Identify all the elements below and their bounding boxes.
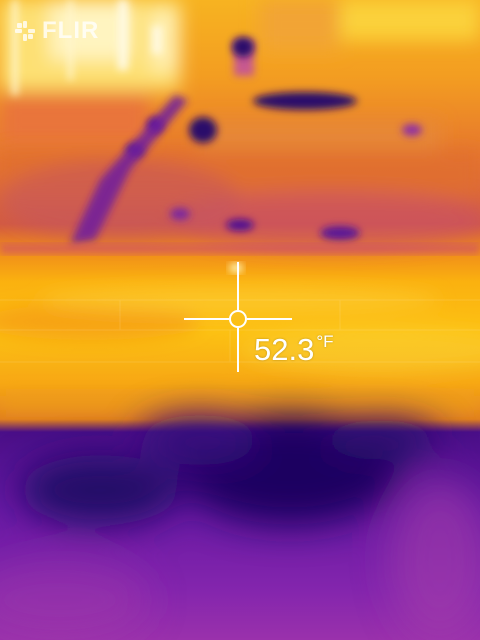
flir-brand-logo: FLIR [14,16,99,46]
temperature-unit: °F [316,332,334,351]
flir-brand-name: FLIR [42,17,100,44]
flir-logo-icon [15,21,35,41]
spot-meter [180,262,300,374]
crosshair-reticle-icon [184,262,292,372]
temperature-value: 52.3 [254,332,315,367]
temperature-readout: 52.3 °F [254,332,334,368]
